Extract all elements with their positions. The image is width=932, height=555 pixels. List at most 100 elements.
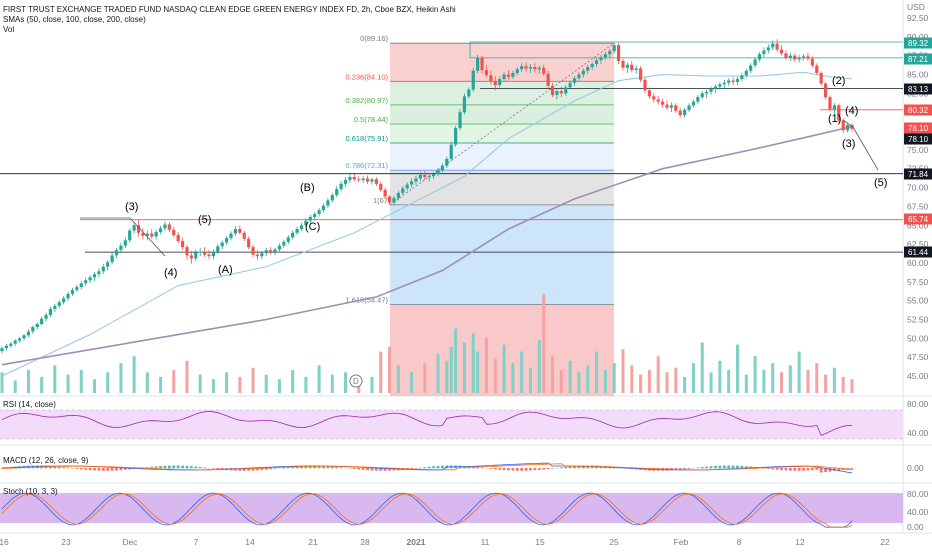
candle-body[interactable] [375, 179, 378, 184]
candle-body[interactable] [661, 102, 664, 105]
candle-body[interactable] [317, 210, 320, 214]
candle-body[interactable] [331, 195, 334, 200]
candle-body[interactable] [802, 56, 805, 58]
candle-body[interactable] [538, 68, 541, 70]
candle-body[interactable] [392, 198, 395, 203]
candle-body[interactable] [348, 177, 351, 180]
candle-body[interactable] [401, 188, 404, 193]
candle-body[interactable] [273, 249, 276, 251]
candle-body[interactable] [555, 91, 558, 95]
candle-body[interactable] [511, 73, 514, 77]
candle-body[interactable] [498, 79, 501, 85]
candle-body[interactable] [177, 235, 180, 241]
candle-body[interactable] [485, 70, 488, 75]
candle-body[interactable] [181, 241, 184, 247]
candle-body[interactable] [635, 68, 638, 70]
candle-body[interactable] [745, 71, 748, 76]
candle-body[interactable] [40, 319, 43, 324]
candle-body[interactable] [27, 332, 30, 336]
candle-body[interactable] [494, 81, 497, 85]
sma-legend[interactable]: SMAs (50, close, 100, close, 200, close) [3, 15, 146, 24]
candle-body[interactable] [723, 83, 726, 85]
candle-body[interactable] [692, 102, 695, 106]
candle-body[interactable] [340, 184, 343, 189]
candle-body[interactable] [547, 74, 550, 86]
candle-body[interactable] [657, 99, 660, 101]
candle-body[interactable] [617, 45, 620, 61]
candle-body[interactable] [833, 105, 836, 109]
candle-body[interactable] [234, 229, 237, 234]
stoch-legend[interactable]: Stoch (10, 3, 3) [3, 487, 58, 496]
candle-body[interactable] [31, 327, 34, 332]
candle-body[interactable] [736, 79, 739, 82]
candle-body[interactable] [75, 287, 78, 290]
candle-body[interactable] [577, 75, 580, 79]
candle-body[interactable] [133, 225, 136, 230]
candle-body[interactable] [846, 125, 849, 130]
candle-body[interactable] [665, 105, 668, 108]
candle-body[interactable] [811, 59, 814, 66]
candle-body[interactable] [507, 75, 510, 77]
candle-body[interactable] [842, 121, 845, 131]
candle-body[interactable] [119, 246, 122, 251]
candle-body[interactable] [36, 324, 39, 327]
candle-body[interactable] [621, 61, 624, 68]
candle-body[interactable] [573, 78, 576, 83]
candle-body[interactable] [335, 189, 338, 195]
candle-body[interactable] [436, 170, 439, 174]
candle-body[interactable] [604, 54, 607, 57]
candle-body[interactable] [687, 105, 690, 110]
candle-body[interactable] [384, 190, 387, 197]
candle-body[interactable] [269, 250, 272, 252]
wave-label[interactable]: (4) [845, 105, 858, 117]
candle-body[interactable] [9, 344, 12, 346]
candle-body[interactable] [533, 67, 536, 69]
candle-body[interactable] [586, 67, 589, 71]
candle-body[interactable] [414, 179, 417, 182]
candle-body[interactable] [740, 75, 743, 79]
candle-body[interactable] [66, 294, 69, 299]
candle-body[interactable] [0, 348, 3, 351]
candle-body[interactable] [643, 80, 646, 91]
candle-body[interactable] [344, 180, 347, 184]
candle-body[interactable] [97, 271, 100, 274]
candle-body[interactable] [49, 309, 52, 315]
candle-body[interactable] [463, 96, 466, 112]
candle-body[interactable] [701, 93, 704, 97]
candle-body[interactable] [300, 225, 303, 229]
candle-body[interactable] [798, 58, 801, 60]
candle-body[interactable] [203, 252, 206, 255]
macd-legend[interactable]: MACD (12, 26, close, 9) [3, 456, 89, 465]
candle-body[interactable] [626, 65, 629, 68]
wave-label[interactable]: (3) [125, 201, 138, 213]
candle-body[interactable] [608, 51, 611, 54]
candle-body[interactable] [613, 45, 616, 51]
candle-body[interactable] [287, 237, 290, 242]
candle-body[interactable] [265, 250, 268, 253]
candle-body[interactable] [727, 81, 730, 83]
wave-label[interactable]: (C) [305, 221, 320, 233]
candle-body[interactable] [423, 175, 426, 177]
candle-body[interactable] [115, 250, 118, 255]
candle-body[interactable] [524, 66, 527, 68]
candle-body[interactable] [824, 84, 827, 98]
candle-body[interactable] [718, 84, 721, 86]
candle-body[interactable] [489, 75, 492, 81]
candle-body[interactable] [71, 290, 74, 294]
candle-body[interactable] [428, 176, 431, 177]
candle-body[interactable] [476, 58, 479, 71]
candle-body[interactable] [472, 71, 475, 90]
candle-body[interactable] [458, 112, 461, 128]
candle-body[interactable] [529, 67, 532, 69]
candle-body[interactable] [62, 298, 65, 302]
candle-body[interactable] [454, 128, 457, 145]
candle-body[interactable] [595, 60, 598, 64]
candle-body[interactable] [278, 246, 281, 250]
candle-body[interactable] [106, 262, 109, 267]
candle-body[interactable] [5, 346, 8, 348]
candle-body[interactable] [190, 255, 193, 258]
candle-body[interactable] [762, 50, 765, 54]
candle-body[interactable] [93, 274, 96, 277]
candle-body[interactable] [502, 75, 505, 80]
